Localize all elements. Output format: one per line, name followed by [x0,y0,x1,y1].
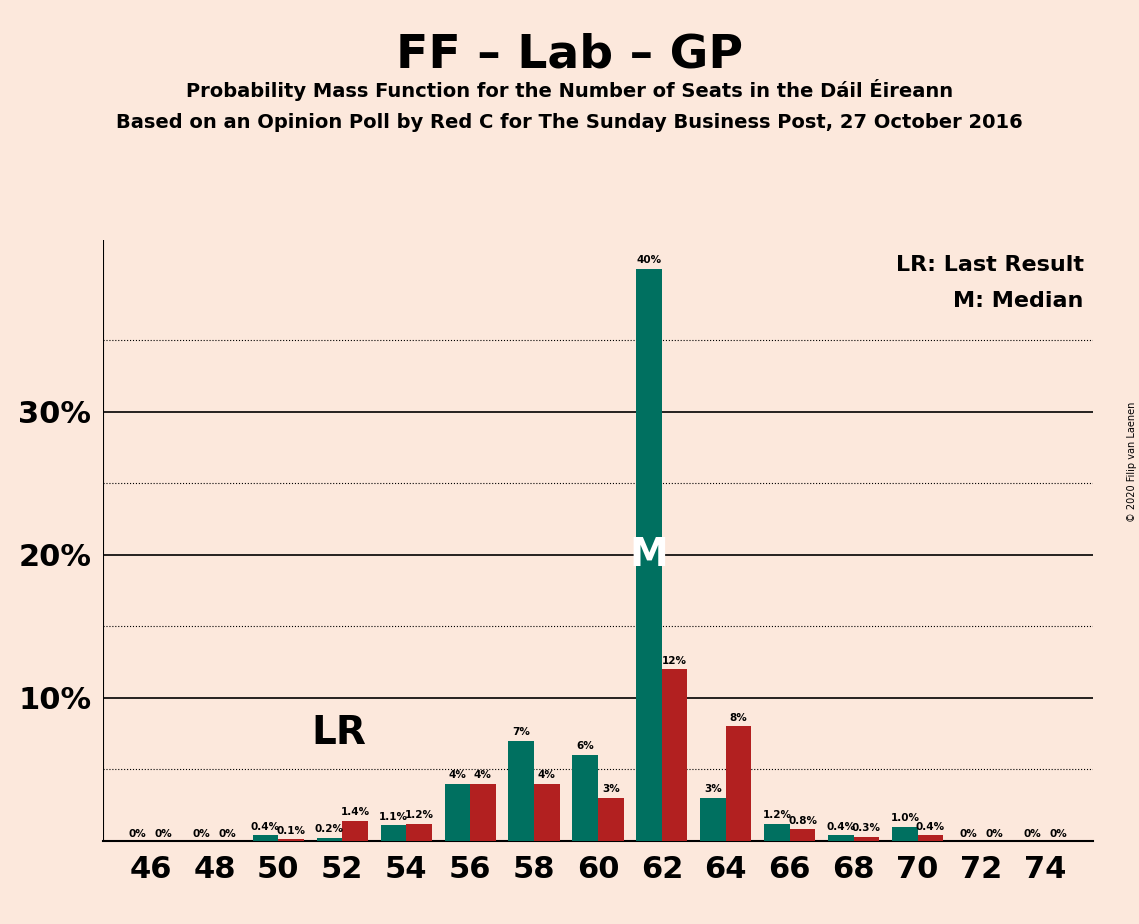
Bar [278,839,304,841]
Bar [342,821,368,841]
Text: 8%: 8% [730,712,747,723]
Bar [470,784,495,841]
Text: Based on an Opinion Poll by Red C for The Sunday Business Post, 27 October 2016: Based on an Opinion Poll by Red C for Th… [116,113,1023,132]
Text: 4%: 4% [474,770,492,780]
Bar [573,755,598,841]
Text: 3%: 3% [601,784,620,795]
Bar [317,838,342,841]
Text: 1.0%: 1.0% [891,813,919,823]
Bar [598,798,623,841]
Text: 0%: 0% [219,829,236,839]
Text: 1.1%: 1.1% [379,811,408,821]
Text: FF – Lab – GP: FF – Lab – GP [396,32,743,78]
Bar [789,830,816,841]
Bar [726,726,752,841]
Text: 40%: 40% [637,255,662,265]
Bar [253,835,278,841]
Text: 1.2%: 1.2% [404,810,434,821]
Text: LR: LR [312,714,367,752]
Text: 0.4%: 0.4% [827,821,855,832]
Bar [407,823,432,841]
Text: 0%: 0% [960,829,977,839]
Text: Probability Mass Function for the Number of Seats in the Dáil Éireann: Probability Mass Function for the Number… [186,79,953,101]
Text: LR: Last Result: LR: Last Result [895,255,1083,275]
Text: 0%: 0% [192,829,211,839]
Bar [828,835,854,841]
Text: 0%: 0% [1049,829,1067,839]
Text: M: Median: M: Median [953,291,1083,311]
Text: 3%: 3% [704,784,722,795]
Bar [700,798,726,841]
Text: 0%: 0% [155,829,172,839]
Text: 6%: 6% [576,741,595,751]
Text: 0.4%: 0.4% [916,821,945,832]
Bar [854,836,879,841]
Text: M: M [630,536,669,574]
Text: 12%: 12% [662,656,687,665]
Bar [918,835,943,841]
Text: 4%: 4% [449,770,466,780]
Text: © 2020 Filip van Laenen: © 2020 Filip van Laenen [1126,402,1137,522]
Text: 0%: 0% [129,829,147,839]
Bar [892,827,918,841]
Text: 1.2%: 1.2% [762,810,792,821]
Bar [534,784,559,841]
Bar [508,741,534,841]
Text: 0.4%: 0.4% [251,821,280,832]
Text: 1.4%: 1.4% [341,808,369,817]
Text: 0%: 0% [985,829,1003,839]
Bar [637,269,662,841]
Text: 0.1%: 0.1% [277,826,305,836]
Bar [764,823,789,841]
Text: 4%: 4% [538,770,556,780]
Text: 0.8%: 0.8% [788,816,817,826]
Bar [380,825,407,841]
Text: 0%: 0% [1024,829,1041,839]
Text: 0.3%: 0.3% [852,823,880,833]
Bar [662,669,688,841]
Text: 7%: 7% [513,727,530,737]
Bar [444,784,470,841]
Text: 0.2%: 0.2% [316,824,344,834]
